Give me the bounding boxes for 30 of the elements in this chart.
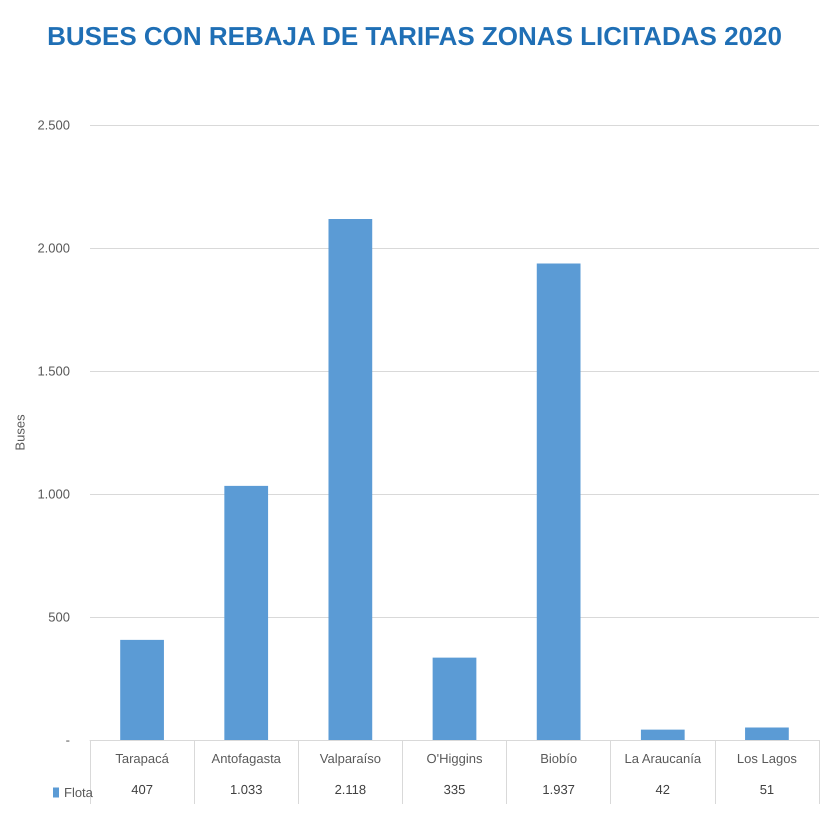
bar	[120, 640, 164, 740]
bar	[224, 486, 268, 740]
y-tick-label: -	[66, 732, 70, 748]
data-label: 407	[131, 782, 153, 797]
x-tick-label: Biobío	[540, 751, 578, 766]
bar	[432, 658, 476, 740]
y-tick-label: 1.500	[37, 364, 70, 378]
data-label: 1.033	[230, 782, 262, 797]
y-tick-label: 1.000	[37, 486, 70, 502]
data-label: 1.937	[542, 782, 575, 797]
x-tick-label: O'Higgins	[426, 751, 483, 766]
x-tick-label: La Araucanía	[624, 751, 702, 766]
bar	[640, 730, 685, 740]
legend-label: Flota	[64, 785, 94, 800]
bar	[745, 727, 789, 740]
x-tick-label: Valparaíso	[320, 751, 381, 766]
x-tick-label: Antofagasta	[212, 751, 282, 766]
data-label: 42	[656, 782, 670, 797]
y-tick-label: 2.500	[37, 118, 70, 132]
x-tick-label: Tarapacá	[115, 751, 170, 766]
data-label: 2.118	[334, 782, 366, 797]
y-tick-label: 500	[48, 610, 70, 624]
y-axis-title: Buses	[12, 414, 28, 451]
y-tick-label: 2.000	[37, 240, 70, 256]
chart-title: BUSES CON REBAJA DE TARIFAS ZONAS LICITADAS 2020	[47, 21, 782, 51]
data-label: 51	[760, 782, 774, 797]
bar	[328, 218, 372, 740]
bar	[536, 264, 581, 740]
x-tick-label: Los Lagos	[736, 751, 798, 766]
data-label: 335	[444, 782, 466, 797]
